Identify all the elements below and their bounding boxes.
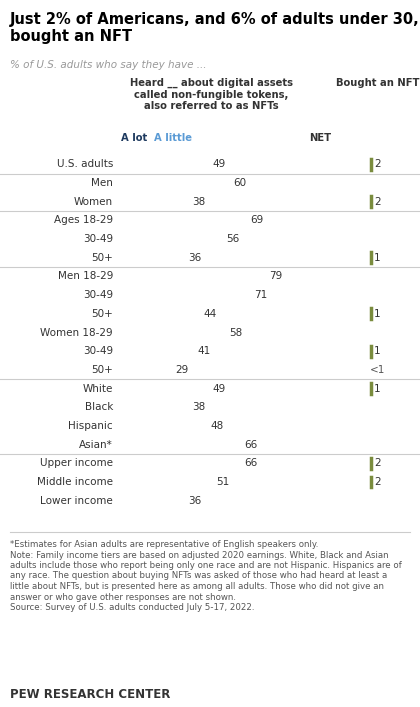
Text: 2: 2: [374, 197, 381, 206]
Text: 36: 36: [188, 253, 202, 263]
Text: Bought an NFT: Bought an NFT: [336, 78, 420, 88]
Text: <1: <1: [370, 365, 386, 375]
Text: 30-49: 30-49: [83, 290, 113, 300]
Text: U.S. adults: U.S. adults: [57, 159, 113, 170]
Text: Men 18-29: Men 18-29: [58, 271, 113, 281]
Text: 44: 44: [203, 309, 217, 319]
Text: Men: Men: [91, 178, 113, 188]
Text: NET: NET: [309, 133, 331, 143]
Text: 5: 5: [374, 271, 382, 281]
Text: 2: 2: [374, 477, 381, 487]
Text: Heard __ about digital assets
called non-fungible tokens,
also referred to as NF: Heard __ about digital assets called non…: [130, 78, 293, 112]
Text: 1: 1: [374, 346, 381, 356]
Text: Women: Women: [74, 197, 113, 206]
Text: little about NFTs, but is presented here as among all adults. Those who did not : little about NFTs, but is presented here…: [10, 582, 384, 591]
Text: 49: 49: [213, 384, 226, 394]
Text: 79: 79: [269, 271, 282, 281]
Text: Women 18-29: Women 18-29: [40, 327, 113, 337]
Text: 41: 41: [198, 346, 211, 356]
Text: 3: 3: [374, 178, 382, 188]
Text: White: White: [83, 384, 113, 394]
Text: 36: 36: [188, 496, 202, 506]
Text: 2: 2: [374, 458, 381, 468]
Text: 1: 1: [374, 384, 381, 394]
Text: 4: 4: [374, 402, 382, 412]
Text: 66: 66: [244, 440, 258, 450]
Text: 29: 29: [175, 365, 189, 375]
Text: PEW RESEARCH CENTER: PEW RESEARCH CENTER: [10, 688, 171, 701]
Text: Note: Family income tiers are based on adjusted 2020 earnings. White, Black and : Note: Family income tiers are based on a…: [10, 551, 388, 559]
Text: 58: 58: [229, 327, 243, 337]
Text: Lower income: Lower income: [40, 496, 113, 506]
Text: 3: 3: [374, 234, 382, 244]
Text: 7: 7: [374, 327, 382, 337]
Text: adults include those who report being only one race and are not Hispanic. Hispan: adults include those who report being on…: [10, 561, 402, 570]
Text: A little: A little: [154, 133, 192, 143]
Text: Just 2% of Americans, and 6% of adults under 30, have
bought an NFT: Just 2% of Americans, and 6% of adults u…: [10, 12, 420, 45]
Text: % of U.S. adults who say they have ...: % of U.S. adults who say they have ...: [10, 60, 207, 70]
Text: 3: 3: [374, 496, 382, 506]
Text: 2: 2: [374, 159, 381, 170]
Text: 50+: 50+: [91, 365, 113, 375]
Text: 30-49: 30-49: [83, 234, 113, 244]
Text: Black: Black: [84, 402, 113, 412]
Text: Hispanic: Hispanic: [68, 421, 113, 431]
Text: Upper income: Upper income: [40, 458, 113, 468]
Text: 49: 49: [213, 159, 226, 170]
Text: 30-49: 30-49: [83, 346, 113, 356]
Text: 60: 60: [233, 178, 246, 188]
Text: answer or who gave other responses are not shown.: answer or who gave other responses are n…: [10, 592, 236, 602]
Text: Source: Survey of U.S. adults conducted July 5-17, 2022.: Source: Survey of U.S. adults conducted …: [10, 603, 255, 612]
Text: 71: 71: [254, 290, 267, 300]
Text: 56: 56: [226, 234, 239, 244]
Text: Ages 18-29: Ages 18-29: [54, 216, 113, 226]
Text: 5: 5: [374, 421, 382, 431]
Text: 1: 1: [374, 253, 381, 263]
Text: 50+: 50+: [91, 253, 113, 263]
Text: 66: 66: [244, 458, 258, 468]
Text: *Estimates for Asian adults are representative of English speakers only.: *Estimates for Asian adults are represen…: [10, 540, 318, 549]
Text: 51: 51: [216, 477, 230, 487]
Text: 1: 1: [374, 309, 381, 319]
Text: 48: 48: [211, 421, 224, 431]
Text: 50+: 50+: [91, 309, 113, 319]
Text: A lot: A lot: [121, 133, 147, 143]
Text: 6: 6: [374, 216, 382, 226]
Text: 38: 38: [192, 197, 205, 206]
Text: 69: 69: [250, 216, 263, 226]
Text: Middle income: Middle income: [37, 477, 113, 487]
Text: 3: 3: [374, 440, 382, 450]
Text: 38: 38: [192, 402, 205, 412]
Text: any race. The question about buying NFTs was asked of those who had heard at lea: any race. The question about buying NFTs…: [10, 571, 387, 580]
Text: Asian*: Asian*: [79, 440, 113, 450]
Text: 4: 4: [374, 290, 382, 300]
